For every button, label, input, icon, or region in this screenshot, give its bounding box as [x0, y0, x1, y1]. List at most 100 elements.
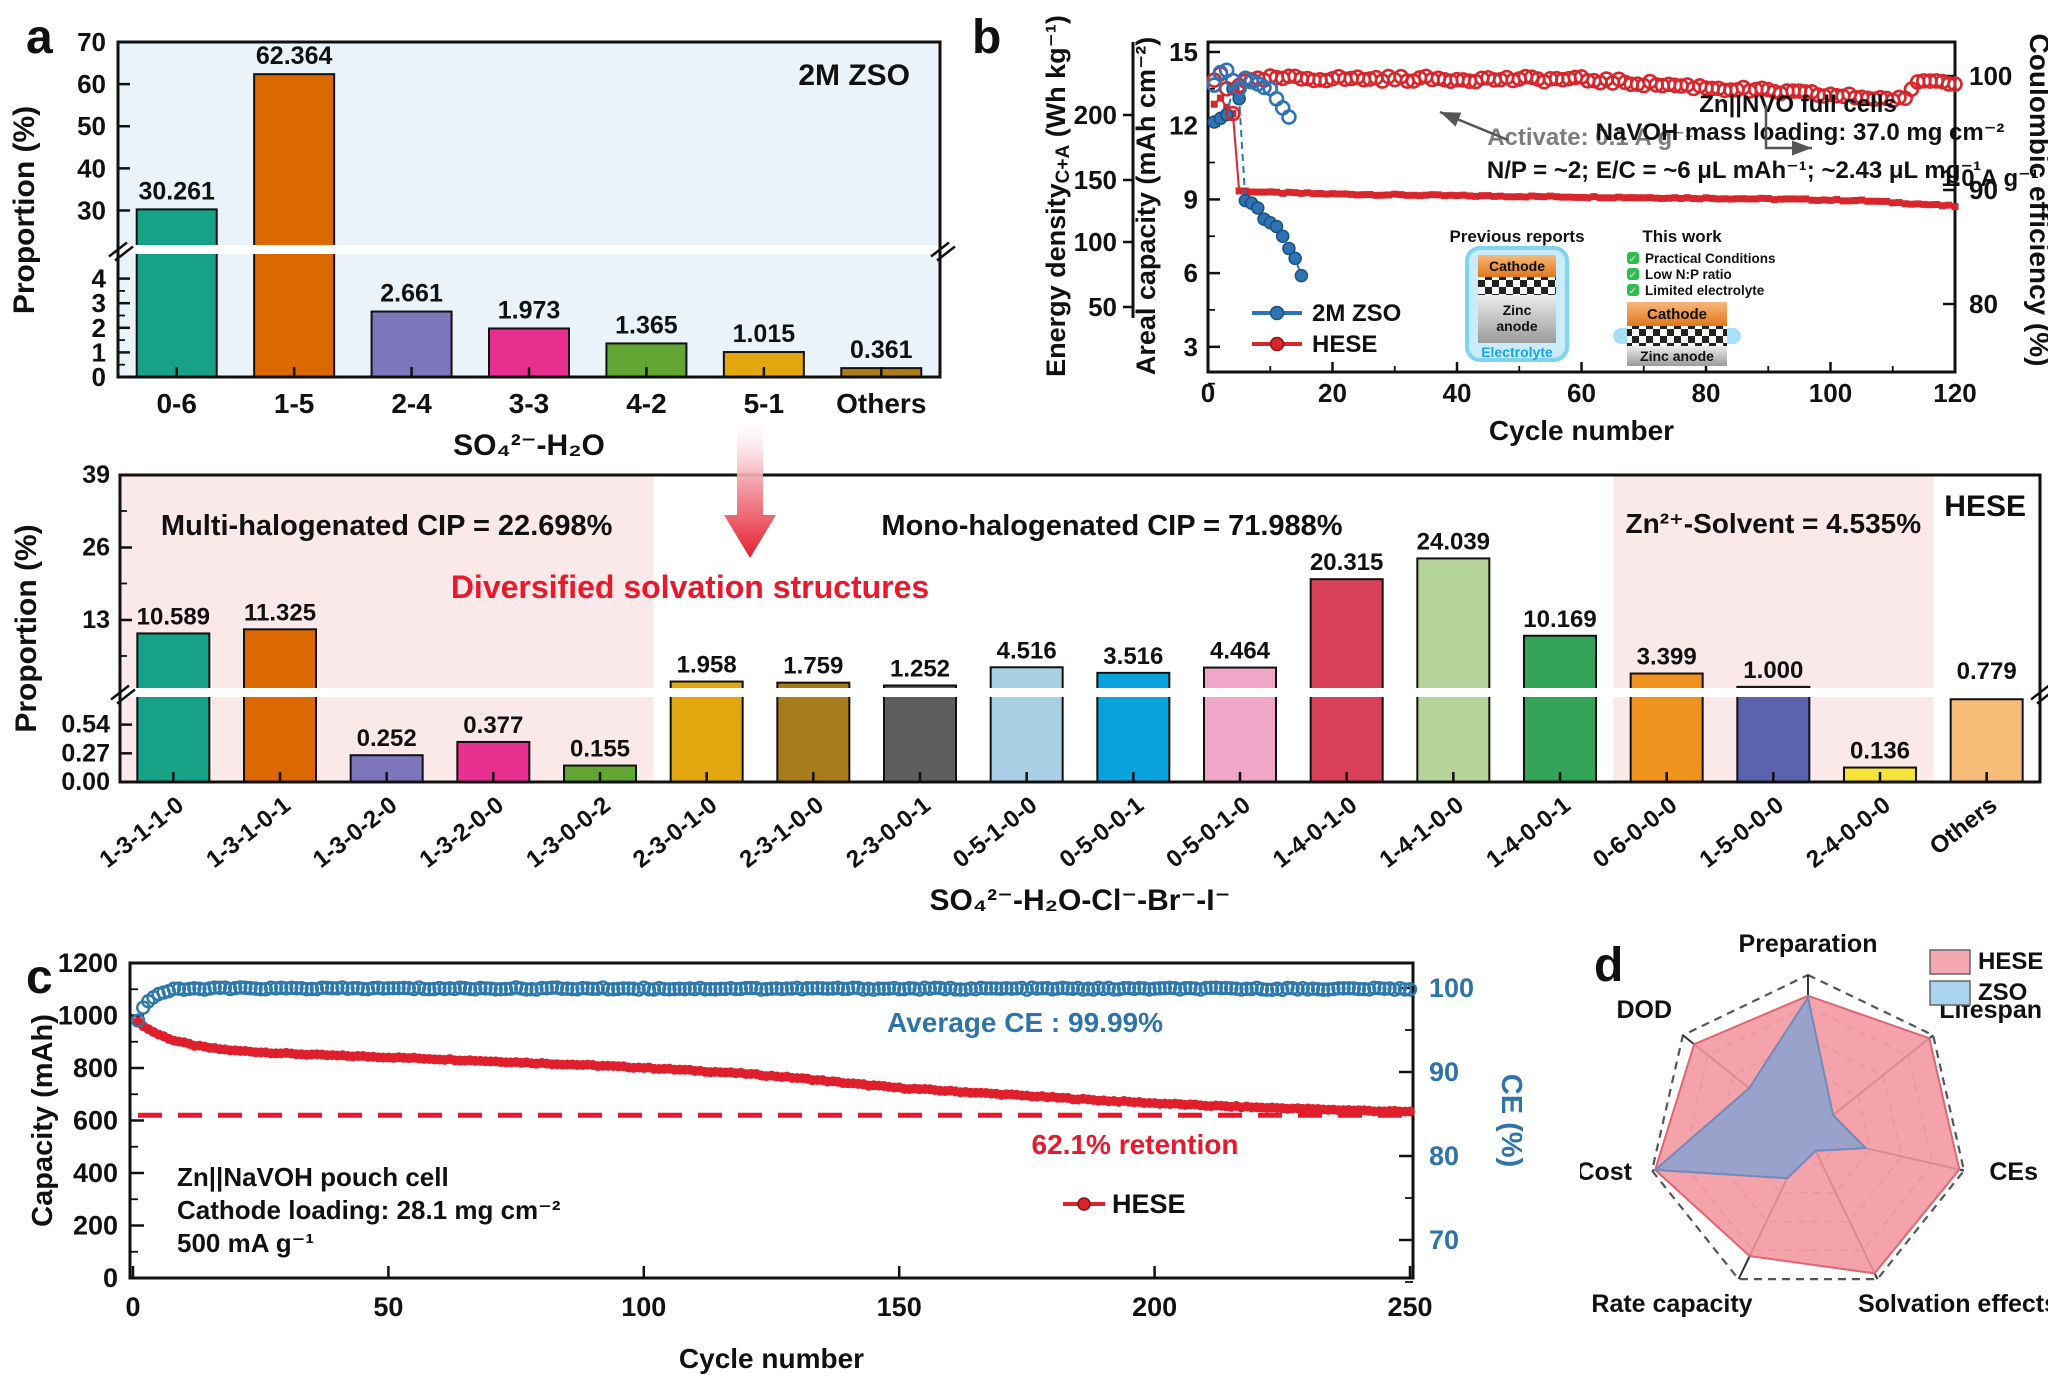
svg-text:✓: ✓ [1629, 286, 1637, 297]
svg-text:3.516: 3.516 [1103, 643, 1163, 670]
ce-point [876, 981, 892, 996]
svg-text:50: 50 [77, 111, 106, 141]
hese-capacity-point [1758, 194, 1766, 202]
hese-capacity-point [1304, 189, 1312, 197]
ce-point [1234, 982, 1249, 997]
hese-ce-point [1947, 76, 1963, 92]
ce-point [212, 980, 228, 996]
svg-text:0: 0 [1201, 378, 1215, 408]
ce-point [626, 981, 641, 996]
svg-text:Cathode loading: 28.1 mg cm⁻²: Cathode loading: 28.1 mg cm⁻² [177, 1195, 561, 1225]
hese-capacity-point [1876, 197, 1884, 205]
hese-capacity-point [1783, 195, 1791, 203]
hese-capacity-point [1721, 195, 1729, 203]
panel-a-zso-solvation-bar-chart: 30.261 62.364 2.661 1.973 1.365 1.015 0.361 30 4… [0, 0, 960, 462]
svg-text:400: 400 [73, 1158, 118, 1188]
svg-text:0.779: 0.779 [1957, 658, 2017, 685]
svg-text:CEs: CEs [1989, 1158, 2038, 1186]
svg-text:Others: Others [836, 388, 926, 419]
svg-text:Multi-halogenated CIP = 22.698: Multi-halogenated CIP = 22.698% [161, 510, 613, 542]
svg-text:0.27: 0.27 [61, 739, 110, 767]
svg-text:50: 50 [1088, 292, 1117, 322]
hese-capacity-point [1671, 194, 1679, 202]
ce-point [815, 981, 830, 996]
hese-capacity-point [1839, 197, 1847, 205]
ce-point [1336, 981, 1351, 996]
svg-text:4: 4 [92, 264, 107, 294]
hese-capacity-point [1223, 103, 1231, 111]
zso-capacity-point [1288, 251, 1302, 266]
svg-text:Limited electrolyte: Limited electrolyte [1645, 283, 1765, 298]
svg-text:Preparation: Preparation [1739, 930, 1878, 958]
svg-text:0-6: 0-6 [156, 388, 196, 419]
svg-text:20: 20 [1318, 378, 1347, 408]
hese-capacity-point [1870, 197, 1878, 205]
svg-text:5-1: 5-1 [744, 388, 784, 419]
hese-capacity-point [1696, 195, 1704, 203]
svg-text:30: 30 [77, 195, 106, 225]
ce-point [233, 980, 248, 995]
hese-capacity-point [1285, 188, 1293, 196]
hese-capacity-point [1690, 195, 1698, 203]
svg-text:0: 0 [125, 1292, 140, 1322]
svg-text:1-5-0-0-0: 1-5-0-0-0 [1695, 791, 1789, 873]
ce-point [774, 981, 789, 997]
svg-text:Practical Conditions: Practical Conditions [1645, 251, 1776, 266]
svg-text:39: 39 [82, 461, 110, 489]
hese-capacity-point [1702, 194, 1710, 202]
svg-text:24.039: 24.039 [1417, 528, 1490, 555]
ce-point [728, 981, 743, 997]
ce-point [682, 981, 697, 996]
hese-capacity-point [1553, 193, 1561, 201]
hese-capacity-point [1422, 191, 1430, 199]
ce-point [1239, 981, 1254, 996]
ce-point [575, 980, 590, 996]
ce-point [1126, 981, 1142, 997]
svg-text:0-5-0-1-0: 0-5-0-1-0 [1161, 791, 1255, 873]
ce-point [1351, 981, 1367, 997]
ce-point [488, 982, 503, 997]
ce-point [697, 982, 713, 997]
svg-text:Activate: 0.1 A g⁻¹: Activate: 0.1 A g⁻¹ [1487, 124, 1693, 151]
ce-point [1224, 981, 1239, 996]
svg-text:3.399: 3.399 [1637, 644, 1697, 671]
hese-capacity-point [1266, 188, 1274, 196]
svg-text:40: 40 [77, 153, 106, 183]
svg-text:120: 120 [1933, 378, 1976, 408]
ce-point [1060, 981, 1075, 996]
hese-capacity-point [1895, 199, 1903, 207]
ce-point [248, 981, 263, 996]
ce-point [539, 981, 554, 996]
bar-1-3-1-0-1 [243, 628, 317, 783]
svg-text:2-3-0-1-0: 2-3-0-1-0 [628, 791, 722, 873]
hese-capacity-point [1646, 194, 1654, 202]
ce-point [325, 981, 340, 996]
hese-capacity-point [1546, 192, 1554, 200]
ce-point [703, 981, 718, 997]
ce-point [835, 981, 851, 997]
svg-text:2-4-0-0-0: 2-4-0-0-0 [1801, 791, 1895, 873]
ce-point [396, 980, 411, 996]
hese-capacity-point [1497, 192, 1505, 200]
hese-capacity-point [1322, 190, 1330, 198]
svg-text:Cycle number: Cycle number [679, 1343, 864, 1374]
hese-capacity-point [1385, 191, 1393, 199]
hese-capacity-point [1260, 188, 1268, 196]
hese-capacity-point [1571, 193, 1579, 201]
ce-point [973, 980, 989, 995]
ce-point [473, 980, 488, 996]
ce-point [708, 982, 723, 997]
hese-capacity-point [1932, 200, 1940, 208]
svg-text:2: 2 [92, 313, 106, 343]
svg-text:1.0 A g⁻¹: 1.0 A g⁻¹ [1941, 165, 2039, 192]
ce-point [273, 980, 289, 995]
check-icon [1627, 252, 1639, 264]
hese-capacity-point [1939, 202, 1947, 210]
ce-point [452, 980, 468, 995]
ce-point [1397, 982, 1413, 997]
hese-capacity-point [1814, 196, 1822, 204]
svg-text:10.169: 10.169 [1523, 606, 1596, 633]
hese-capacity-point [1851, 197, 1859, 205]
hese-ce-point [1940, 76, 1957, 92]
svg-text:100: 100 [1969, 61, 2012, 91]
